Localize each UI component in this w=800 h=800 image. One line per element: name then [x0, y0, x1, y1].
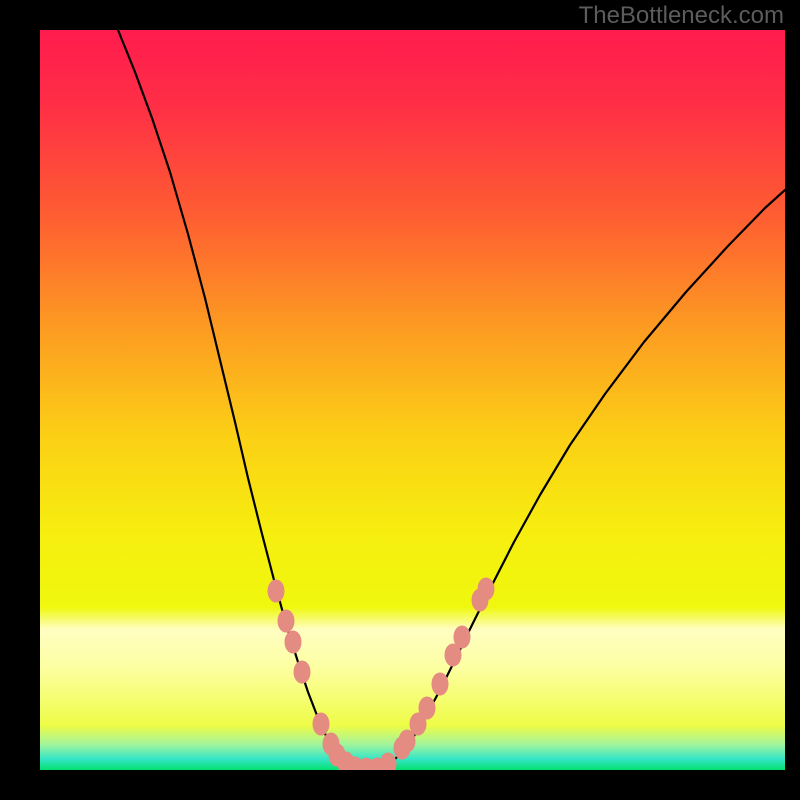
- data-marker: [399, 730, 415, 752]
- data-marker: [278, 610, 294, 632]
- chart-stage: TheBottleneck.com: [0, 0, 800, 800]
- data-marker: [419, 697, 435, 719]
- data-marker: [313, 713, 329, 735]
- data-marker: [478, 578, 494, 600]
- data-marker: [380, 753, 396, 770]
- data-marker: [454, 626, 470, 648]
- data-marker: [294, 661, 310, 683]
- data-marker: [268, 580, 284, 602]
- gradient-background: [40, 30, 785, 770]
- watermark-text: TheBottleneck.com: [579, 2, 784, 30]
- data-marker: [432, 673, 448, 695]
- data-marker: [285, 631, 301, 653]
- bottleneck-curve-chart: [40, 30, 785, 770]
